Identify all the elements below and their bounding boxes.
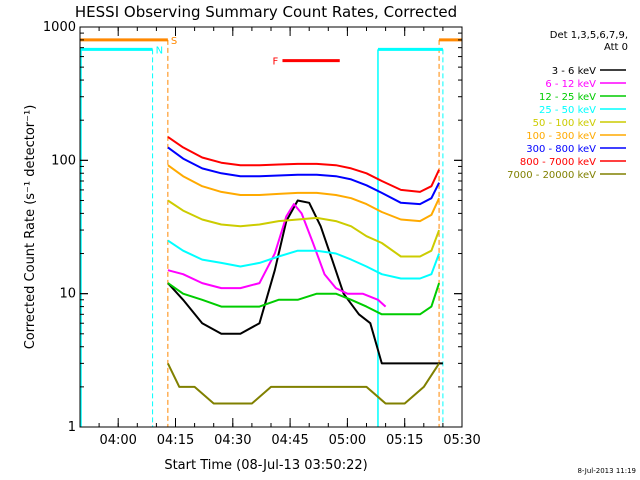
legend-label: 25 - 50 keV <box>539 105 596 116</box>
series-line <box>167 136 441 193</box>
y-tick-label: 1 <box>68 420 76 435</box>
legend-label: 7000 - 20000 keV <box>507 170 596 181</box>
legend-label: 100 - 300 keV <box>526 131 596 142</box>
series-line <box>167 239 441 280</box>
x-tick-label: 04:45 <box>271 433 308 448</box>
chart-title: HESSI Observing Summary Count Rates, Cor… <box>75 3 457 21</box>
y-axis-label: Corrected Count Rate (s⁻¹ detector⁻¹) <box>23 105 38 350</box>
legend-label: 800 - 7000 keV <box>520 157 596 168</box>
legend-label: 12 - 25 keV <box>539 92 596 103</box>
indicator-label-n: N <box>156 45 163 56</box>
footer-timestamp: 8-Jul-2013 11:19 <box>577 467 636 475</box>
legend-header: Att 0 <box>604 42 628 53</box>
series-layer <box>167 136 443 405</box>
series-line <box>167 146 440 206</box>
x-tick-label: 04:00 <box>99 433 136 448</box>
y-tick-label: 10 <box>59 287 76 302</box>
indicator-layer: SN F <box>80 36 462 427</box>
indicator-label-f: F <box>272 57 278 68</box>
x-tick-label: 04:15 <box>157 433 194 448</box>
indicator-label-s: S <box>171 36 177 47</box>
series-line <box>167 199 441 258</box>
x-tick-label: 05:30 <box>443 433 480 448</box>
legend-label: 3 - 6 keV <box>552 66 596 77</box>
legend-label: 50 - 100 keV <box>533 118 597 129</box>
x-tick-label: 05:00 <box>329 433 366 448</box>
series-line <box>167 362 440 405</box>
series-line <box>167 199 443 365</box>
x-tick-label: 05:15 <box>386 433 423 448</box>
series-line <box>167 282 441 316</box>
y-tick-label: 1000 <box>43 20 76 35</box>
legend: Det 1,3,5,6,7,9,Att 0 3 - 6 keV 6 - 12 keV… <box>507 30 628 181</box>
plot-frame <box>79 26 463 428</box>
legend-label: 300 - 800 keV <box>526 144 596 155</box>
x-tick-label: 04:30 <box>214 433 251 448</box>
legend-header: Det 1,3,5,6,7,9, <box>550 30 628 41</box>
y-tick-label: 100 <box>51 153 76 168</box>
series-line <box>167 164 441 223</box>
legend-label: 6 - 12 keV <box>545 79 596 90</box>
series-line <box>167 203 387 308</box>
x-axis-label: Start Time (08-Jul-13 03:50:22) <box>164 458 367 473</box>
axes-layer: 1 10 100 1000 04:00 04:15 04:30 04:45 05:00 05:15… <box>43 20 481 448</box>
